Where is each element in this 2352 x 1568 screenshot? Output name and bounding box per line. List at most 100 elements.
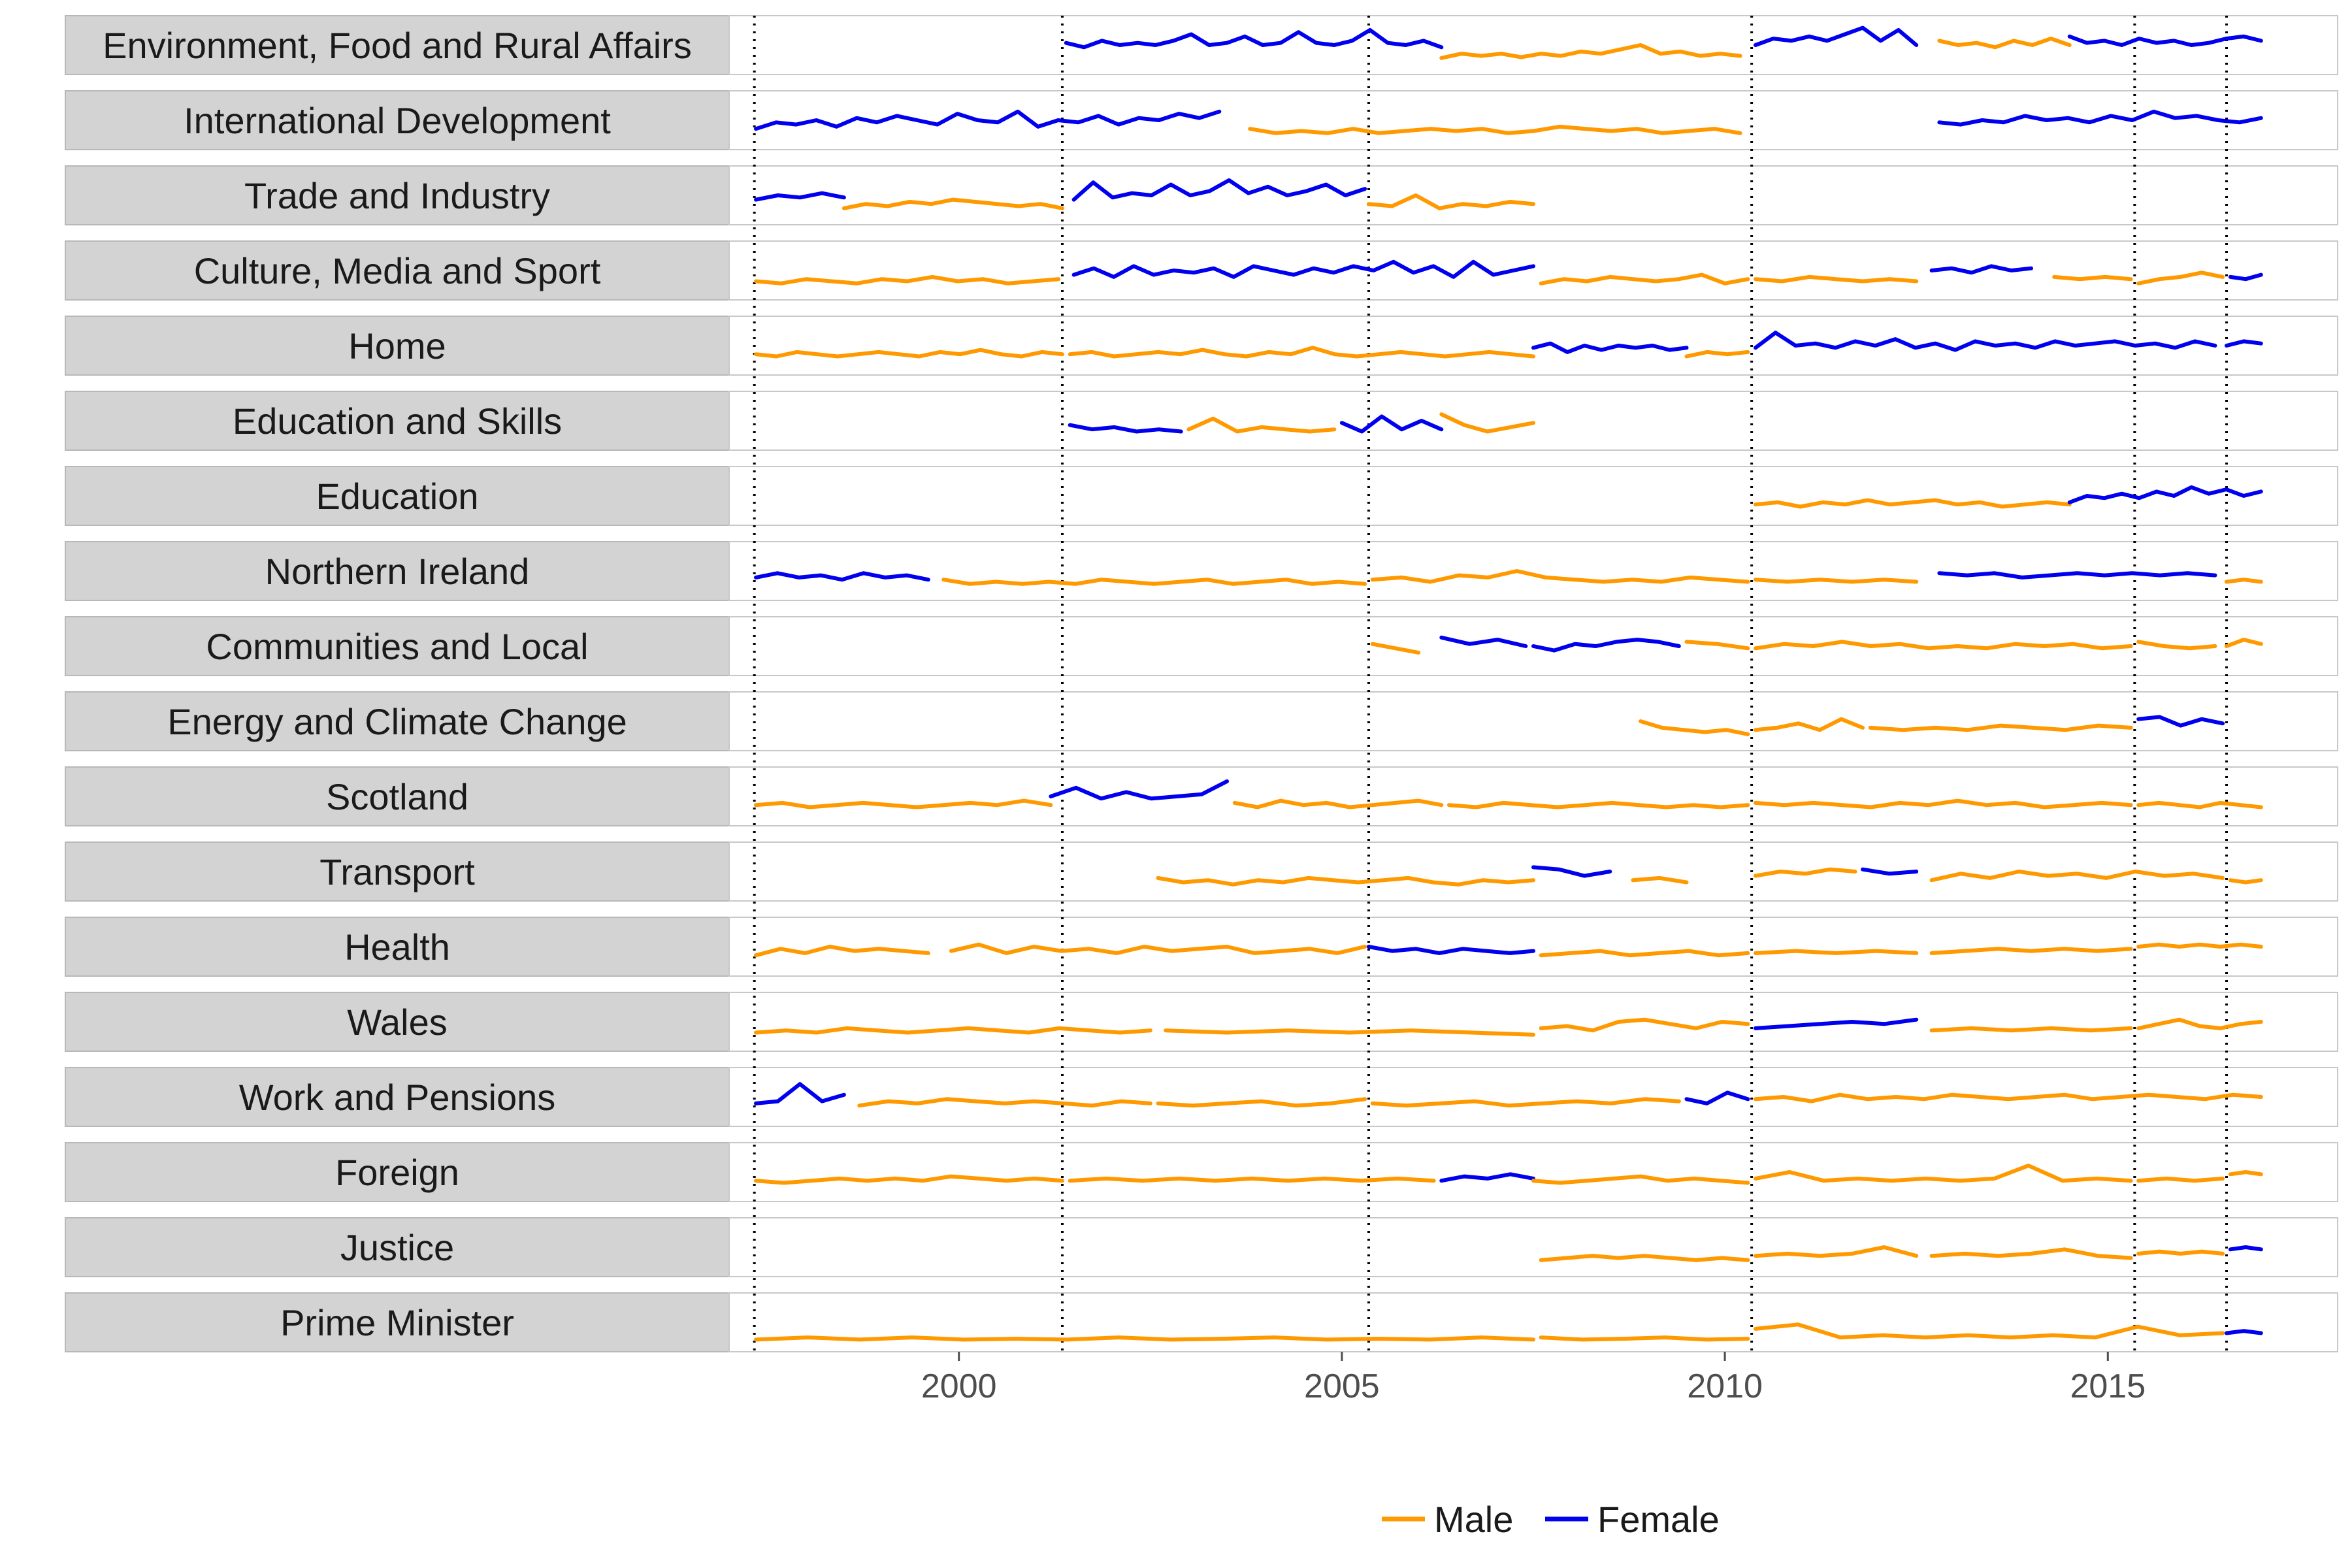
strip-label: Northern Ireland — [265, 551, 530, 592]
series-line-male — [1539, 1017, 1750, 1033]
series-line-male — [1754, 640, 2133, 651]
series-line-female — [1937, 109, 2263, 127]
series-line-male — [1539, 272, 1750, 286]
series-line-female — [1366, 945, 1535, 955]
x-tick-label: 2005 — [1304, 1367, 1380, 1405]
panel-trade-and-industry — [728, 165, 2338, 225]
series-line-male — [2228, 878, 2263, 885]
series-line-male — [2136, 640, 2217, 651]
strip-culture-media-and-sport — [65, 240, 730, 301]
series-line-male — [1531, 1174, 1750, 1185]
series-line-male — [1156, 875, 1535, 887]
series-line-female — [1937, 571, 2217, 580]
panel-wales — [728, 992, 2338, 1052]
series-line-female — [1684, 1090, 1750, 1105]
series-line-female — [1929, 264, 2033, 275]
series-line-female — [1531, 638, 1681, 653]
panel-energy-and-climate-change — [728, 691, 2338, 751]
series-line-male — [1937, 37, 2072, 50]
series-line-male — [2136, 800, 2263, 809]
series-line-male — [2228, 1170, 2263, 1177]
x-tick-label: 2000 — [921, 1367, 997, 1405]
x-tick-label: 2010 — [1687, 1367, 1763, 1405]
series-line-female — [1754, 331, 2217, 352]
strip-label: Environment, Food and Rural Affairs — [103, 25, 692, 66]
x-tick-label: 2015 — [2070, 1367, 2146, 1405]
series-line-female — [2225, 339, 2263, 348]
series-line-male — [2136, 942, 2263, 949]
series-line-female — [2067, 34, 2263, 47]
strip-label: Scotland — [326, 776, 468, 817]
legend-label-male: Male — [1434, 1499, 1513, 1540]
strip-energy-and-climate-change — [65, 691, 730, 751]
series-line-female — [1071, 178, 1367, 202]
series-line-male — [1754, 1245, 1919, 1258]
series-line-male — [949, 942, 1367, 955]
series-line-male — [1631, 875, 1689, 885]
legend: Male Female — [1382, 1499, 1720, 1540]
series-line-female — [2136, 715, 2225, 728]
series-line-female — [1861, 867, 1919, 876]
series-line-male — [1929, 947, 2133, 955]
strip-transport — [65, 841, 730, 902]
strip-label: Transport — [319, 851, 475, 892]
series-line-female — [2228, 272, 2263, 282]
strip-justice — [65, 1217, 730, 1277]
series-line-male — [754, 1174, 1064, 1185]
series-line-female — [2225, 1329, 2263, 1335]
panel-strips: Environment, Food and Rural Affairs Inter… — [65, 15, 730, 1352]
series-line-male — [1868, 723, 2133, 732]
panel-areas — [728, 15, 2338, 1352]
series-line-male — [2225, 578, 2263, 584]
panel-home — [728, 316, 2338, 376]
series-line-male — [754, 798, 1053, 809]
strip-home — [65, 316, 730, 376]
series-line-female — [1064, 27, 1444, 50]
series-line-female — [754, 109, 1222, 131]
series-line-male — [1754, 1092, 2263, 1103]
series-line-male — [2136, 1017, 2263, 1030]
series-line-male — [1754, 717, 1865, 732]
panel-justice — [728, 1217, 2338, 1277]
series-line-male — [1232, 798, 1444, 809]
panel-culture-media-and-sport — [728, 240, 2338, 301]
strip-label: Culture, Media and Sport — [194, 250, 601, 291]
strip-label: International Development — [184, 100, 611, 141]
series-line-male — [754, 1026, 1152, 1035]
series-line-male — [1754, 578, 1919, 584]
series-line-female — [1439, 635, 1528, 648]
series-line-male — [1539, 1335, 1750, 1342]
series-line-male — [1439, 43, 1742, 60]
series-line-female — [1531, 341, 1689, 354]
panel-transport — [728, 841, 2338, 902]
strip-label: Education — [316, 476, 478, 517]
panel-health — [728, 917, 2338, 977]
series-line-male — [1929, 1026, 2133, 1033]
series-line-male — [754, 348, 1064, 359]
series-line-female — [1071, 259, 1535, 279]
series-line-female — [2067, 485, 2263, 504]
series-lines — [754, 25, 2263, 1342]
strip-wales — [65, 992, 730, 1052]
series-line-male — [1539, 949, 1750, 958]
panel-scotland — [728, 766, 2338, 826]
series-line-male — [1754, 1322, 2225, 1340]
series-line-male — [1370, 642, 1421, 655]
series-line-male — [1366, 193, 1535, 210]
legend-label-female: Female — [1597, 1499, 1720, 1540]
strip-foreign — [65, 1142, 730, 1202]
strip-education — [65, 466, 730, 526]
series-line-female — [754, 1082, 846, 1105]
strip-education-and-skills — [65, 391, 730, 451]
series-line-male — [1186, 416, 1337, 434]
series-line-male — [754, 945, 930, 958]
series-line-male — [1684, 640, 1750, 651]
series-line-male — [1929, 870, 2225, 883]
series-line-male — [1370, 569, 1750, 584]
series-line-female — [1754, 25, 1919, 47]
strip-label: Health — [344, 926, 450, 968]
strip-label: Justice — [340, 1227, 454, 1268]
strip-label: Wales — [347, 1002, 448, 1043]
series-line-female — [1049, 779, 1229, 801]
